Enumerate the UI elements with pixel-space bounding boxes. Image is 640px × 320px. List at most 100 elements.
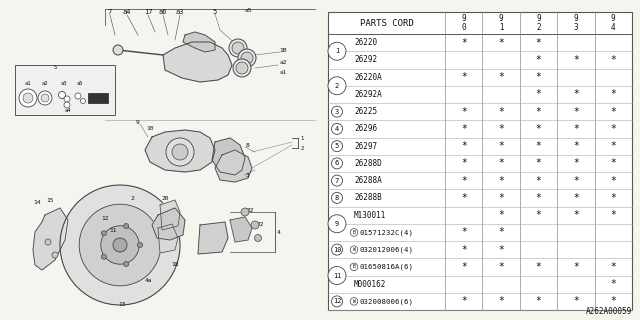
- Text: 9
2: 9 2: [536, 14, 541, 32]
- Text: *: *: [536, 89, 541, 100]
- Polygon shape: [158, 224, 178, 253]
- Text: *: *: [611, 158, 616, 168]
- Text: *: *: [536, 107, 541, 116]
- Circle shape: [332, 244, 342, 255]
- Circle shape: [124, 261, 129, 267]
- Text: *: *: [611, 89, 616, 100]
- Text: 7: 7: [108, 9, 112, 15]
- Text: *: *: [536, 141, 541, 151]
- Text: M130011: M130011: [354, 211, 387, 220]
- Text: *: *: [461, 124, 467, 134]
- Text: *: *: [461, 141, 467, 151]
- Text: *: *: [611, 124, 616, 134]
- Text: 14: 14: [33, 199, 41, 204]
- Circle shape: [350, 298, 358, 305]
- Circle shape: [52, 252, 58, 258]
- Text: a5: a5: [244, 7, 252, 12]
- Text: a4: a4: [123, 9, 131, 15]
- Circle shape: [79, 204, 161, 286]
- Text: *: *: [573, 176, 579, 186]
- Text: 5: 5: [53, 65, 56, 69]
- Circle shape: [232, 42, 244, 54]
- Text: a6: a6: [159, 9, 167, 15]
- Text: 4: 4: [277, 229, 281, 235]
- Text: 032012006(4): 032012006(4): [359, 246, 413, 253]
- Circle shape: [60, 185, 180, 305]
- Text: *: *: [461, 228, 467, 237]
- Text: 26220A: 26220A: [354, 73, 381, 82]
- Circle shape: [350, 263, 358, 271]
- Text: 9
0: 9 0: [461, 14, 466, 32]
- Circle shape: [233, 59, 251, 77]
- Circle shape: [38, 91, 52, 105]
- Text: *: *: [461, 193, 467, 203]
- Text: 26288A: 26288A: [354, 176, 381, 185]
- Circle shape: [332, 158, 342, 169]
- Text: 9: 9: [135, 119, 139, 124]
- Text: 9: 9: [335, 221, 339, 227]
- Text: a1: a1: [279, 69, 287, 75]
- Text: *: *: [573, 210, 579, 220]
- Text: 10: 10: [333, 247, 341, 252]
- Text: 12: 12: [101, 215, 109, 220]
- Polygon shape: [160, 200, 180, 230]
- Circle shape: [101, 254, 106, 259]
- Text: 12: 12: [333, 298, 341, 304]
- Circle shape: [113, 238, 127, 252]
- Circle shape: [238, 49, 256, 67]
- Circle shape: [332, 140, 342, 152]
- Circle shape: [166, 138, 194, 166]
- Text: a1: a1: [25, 81, 31, 85]
- Text: 11: 11: [109, 228, 116, 233]
- Text: 2: 2: [300, 146, 303, 150]
- Text: a3: a3: [61, 81, 67, 85]
- Polygon shape: [145, 130, 215, 172]
- Polygon shape: [215, 150, 252, 182]
- Text: *: *: [573, 158, 579, 168]
- Text: *: *: [611, 193, 616, 203]
- Circle shape: [45, 239, 51, 245]
- Text: 5: 5: [213, 9, 217, 15]
- Text: *: *: [536, 158, 541, 168]
- Circle shape: [101, 231, 106, 236]
- Text: *: *: [611, 55, 616, 65]
- Circle shape: [241, 208, 249, 216]
- Text: 01571232C(4): 01571232C(4): [359, 229, 413, 236]
- Text: *: *: [611, 262, 616, 272]
- Text: PARTS CORD: PARTS CORD: [360, 19, 413, 28]
- Text: 26288D: 26288D: [354, 159, 381, 168]
- Text: 22: 22: [256, 222, 264, 228]
- Circle shape: [64, 96, 70, 102]
- Circle shape: [332, 192, 342, 204]
- Text: *: *: [498, 141, 504, 151]
- Text: 8: 8: [246, 142, 250, 148]
- Text: 18: 18: [172, 262, 179, 268]
- Text: *: *: [536, 193, 541, 203]
- Circle shape: [113, 45, 123, 55]
- Text: *: *: [536, 210, 541, 220]
- Text: *: *: [498, 38, 504, 48]
- Text: 26297: 26297: [354, 142, 377, 151]
- Text: *: *: [573, 89, 579, 100]
- Text: 2: 2: [130, 196, 134, 201]
- Text: a4: a4: [65, 108, 71, 113]
- Text: a5: a5: [77, 81, 83, 85]
- Text: *: *: [536, 72, 541, 82]
- Polygon shape: [212, 138, 245, 175]
- Polygon shape: [198, 222, 228, 254]
- Text: *: *: [611, 176, 616, 186]
- Text: 17: 17: [144, 9, 152, 15]
- Text: *: *: [611, 107, 616, 116]
- Circle shape: [332, 175, 342, 186]
- Text: 3: 3: [335, 108, 339, 115]
- Circle shape: [124, 223, 129, 228]
- Text: 1B: 1B: [279, 47, 287, 52]
- Circle shape: [332, 296, 342, 307]
- Text: *: *: [498, 158, 504, 168]
- Text: 5: 5: [335, 143, 339, 149]
- Circle shape: [328, 42, 346, 60]
- Text: 8: 8: [335, 195, 339, 201]
- Text: *: *: [536, 55, 541, 65]
- Text: B: B: [353, 264, 355, 269]
- Circle shape: [101, 226, 140, 264]
